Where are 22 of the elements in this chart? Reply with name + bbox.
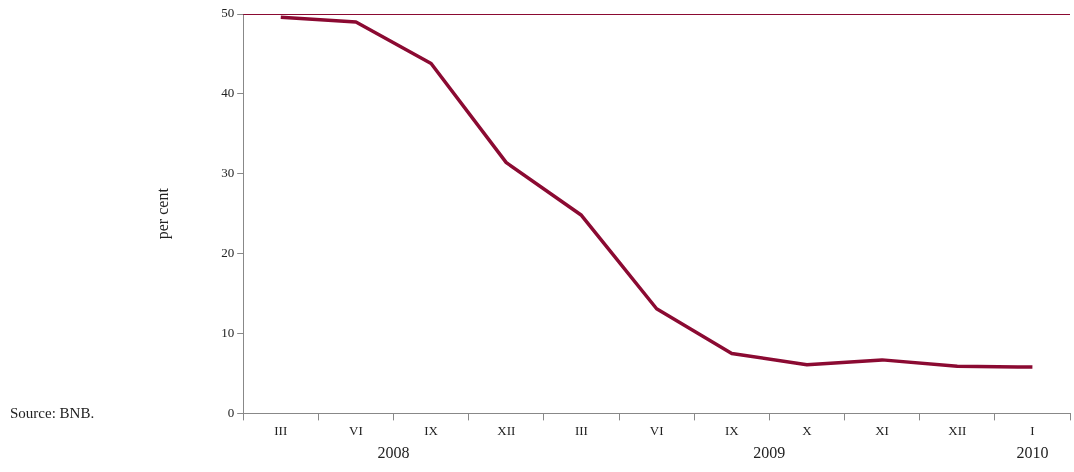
x-tick-label: VI	[349, 422, 363, 438]
x-tick-label: III	[274, 422, 288, 438]
x-tick-label: III	[574, 422, 588, 438]
x-tick-label: X	[802, 422, 813, 438]
x-tick-label: IX	[724, 422, 740, 438]
x-tick-label: XII	[497, 422, 516, 438]
y-tick-label: 50	[221, 5, 235, 21]
text: 2009	[753, 444, 786, 462]
y-tick-label: 10	[221, 324, 235, 340]
x-tick-label: VI	[649, 422, 664, 438]
text: 2010	[1016, 444, 1049, 462]
x-tick-label: IX	[424, 422, 439, 438]
x-tick-label: XII	[948, 422, 967, 438]
x-tick-label: I	[1030, 422, 1035, 438]
y-axis-title: per cent	[153, 187, 172, 240]
x-tick-label: XI	[875, 422, 889, 438]
text: 2008	[377, 444, 410, 462]
source-note: Source: BNB.	[10, 405, 95, 422]
y-tick-label: 20	[221, 245, 235, 261]
y-tick-label: 30	[221, 165, 235, 181]
y-tick-label: 40	[221, 85, 235, 101]
y-tick-label: 0	[227, 404, 235, 420]
